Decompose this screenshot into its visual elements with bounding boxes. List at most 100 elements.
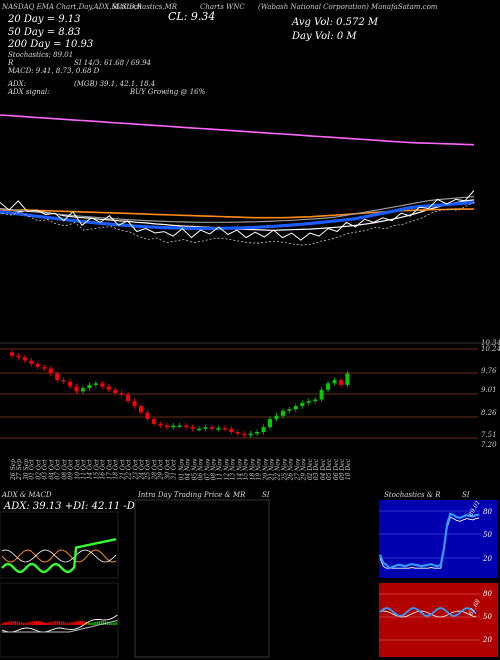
candle-body	[319, 389, 324, 400]
macd-histogram-bar	[54, 621, 56, 625]
macd-histogram-bar	[96, 621, 98, 625]
macd-histogram-bar	[25, 622, 27, 625]
candle-body	[80, 388, 85, 392]
candle-body	[190, 427, 195, 429]
stoch-panel-title: Stochastics & R	[384, 491, 441, 499]
ema-series-line	[0, 196, 475, 223]
candle-body	[61, 380, 66, 382]
candle-body	[93, 383, 98, 385]
price-line	[0, 190, 475, 241]
macd-histogram-bar	[33, 621, 35, 625]
candle-body	[132, 401, 137, 407]
candlestick-chart	[0, 342, 500, 439]
macd-histogram-bar	[41, 621, 44, 625]
candle-body	[139, 406, 143, 413]
adx-line	[1, 549, 117, 563]
candle-body	[151, 419, 156, 424]
macd-histogram-bar	[62, 621, 65, 625]
macd-histogram-bar	[90, 622, 92, 625]
price-axis-label: 8.26	[481, 409, 497, 417]
buy-signal: BUY Growing @ 16%	[130, 88, 206, 96]
di-line	[1, 549, 117, 563]
macd-histogram-bar	[46, 622, 48, 625]
stoch-k-line	[378, 512, 480, 570]
candle-body	[42, 367, 47, 369]
macd-histogram-bar	[98, 621, 100, 625]
candle-body	[126, 394, 131, 402]
header-charts: Charts WNC	[200, 3, 245, 11]
intraday-panel	[134, 499, 270, 658]
candle-body	[209, 427, 214, 429]
candle-body	[68, 381, 73, 387]
candle-body	[235, 432, 240, 434]
macd-histogram-bar	[2, 623, 4, 625]
macd-histogram-bar	[50, 621, 52, 625]
ema-chart	[0, 114, 477, 246]
candle-body	[177, 425, 182, 428]
candle-body	[222, 428, 227, 430]
candle-body	[268, 419, 272, 428]
company-name: (Wabash National Corporation) ManafaSata…	[258, 3, 438, 11]
macd-histogram-bar	[88, 622, 90, 625]
macd-label: MACD: 9.41, 8.73, 0.68 D	[8, 67, 100, 75]
macd-histogram-bar	[92, 622, 94, 625]
ema-series-line	[0, 114, 475, 146]
macd-histogram-bar	[77, 621, 79, 625]
candle-body	[255, 432, 260, 434]
candle-body	[35, 363, 40, 368]
macd-histogram-bar	[69, 622, 71, 625]
candle-body	[338, 380, 343, 385]
candle-body	[87, 384, 92, 389]
price-axis-label: 10.24	[481, 345, 500, 353]
candle-body	[119, 393, 124, 395]
macd-histogram-bar	[35, 621, 37, 625]
si-tick: 20	[483, 636, 492, 644]
candle-body	[164, 425, 169, 428]
macd-histogram-bar	[56, 621, 58, 625]
si-label: SI 14/3: 61.68 / 69.94	[74, 59, 151, 67]
candle-body	[313, 399, 318, 402]
candle-body	[29, 360, 34, 364]
macd-histogram-bar	[14, 621, 16, 625]
candle-body	[280, 410, 285, 416]
close-price: CL: 9.34	[168, 10, 216, 23]
macd-histogram-bar	[58, 621, 61, 625]
macd-histogram-bar	[100, 621, 103, 625]
si-tick: 80	[483, 590, 492, 598]
macd-histogram-bar	[44, 622, 46, 625]
macd-histogram-bar	[81, 621, 84, 625]
macd-histogram-bar	[23, 622, 25, 625]
adx-values: (MGB) 39.1, 42.1, 18.4	[74, 80, 156, 88]
macd-histogram-bar	[20, 622, 23, 625]
candle-body	[145, 412, 150, 420]
candle-body	[113, 389, 118, 394]
macd-histogram-bar	[31, 621, 33, 625]
adx-panel	[0, 511, 119, 579]
macd-histogram-bar	[113, 622, 115, 625]
intraday-title: Intra Day Trading Price & MR	[138, 491, 246, 499]
macd-histogram-bar	[27, 622, 29, 625]
ema50-label: 50 Day = 8.83	[8, 27, 81, 38]
macd-histogram-bar	[12, 621, 14, 625]
avg-volume: Avg Vol: 0.572 M	[292, 17, 379, 28]
adx-macd-values: ADX: 39.13 +DI: 42.11 -DI: 18.42	[4, 501, 174, 512]
macd-histogram-bar	[29, 621, 31, 625]
candle-body	[106, 386, 111, 390]
macd-histogram-bar	[75, 621, 77, 625]
macd-histogram-bar	[94, 621, 96, 625]
candle-body	[287, 409, 292, 411]
candle-body	[274, 415, 279, 420]
macd-histogram-bar	[10, 621, 12, 625]
macd-histogram-bar	[18, 621, 21, 625]
price-axis-label: 7.20	[481, 441, 497, 449]
macd-histogram-bar	[65, 622, 67, 625]
stoch-label: Stochastics: 89.01	[8, 51, 74, 59]
macd-histogram-bar	[8, 621, 10, 625]
candle-body	[48, 368, 53, 374]
adx-macd-title: ADX & MACD	[2, 491, 52, 499]
adx-signal-label: ADX signal:	[8, 88, 50, 96]
candle-body	[293, 406, 298, 410]
macd-signal-line	[2, 620, 118, 633]
stoch-panel-si: SI	[462, 491, 470, 499]
